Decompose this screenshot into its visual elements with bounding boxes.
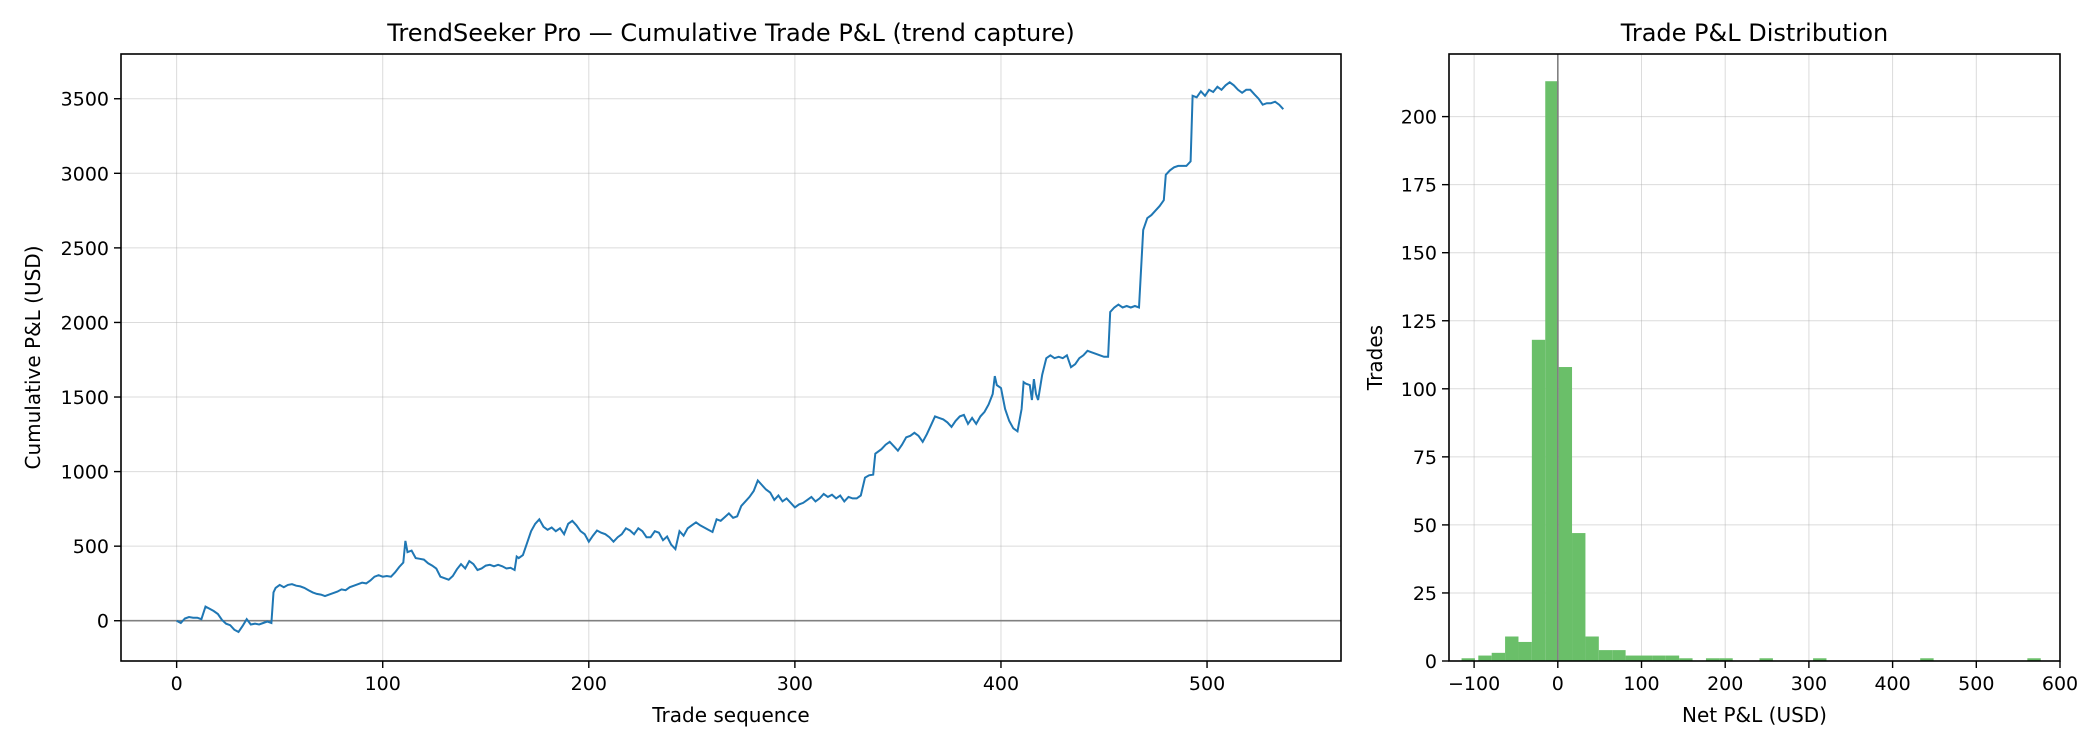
histogram-bar bbox=[1505, 636, 1519, 661]
pnl-distribution-y-tick-label: 150 bbox=[1401, 243, 1437, 265]
cumulative-pnl-series-line bbox=[176, 81, 1285, 634]
histogram-bar bbox=[1518, 641, 1532, 661]
histogram-bar bbox=[1638, 655, 1653, 661]
cumulative-pnl-y-tick-label: 1000 bbox=[61, 462, 109, 484]
cumulative-pnl-y-tick-label: 3000 bbox=[61, 163, 109, 185]
pnl-distribution-y-tick-label: 200 bbox=[1401, 107, 1437, 129]
cumulative-pnl-chart: 0 100 200 300 400 500 0 500 1000 1500 2000 2500 300… bbox=[21, 19, 1342, 727]
histogram-bar bbox=[1652, 655, 1666, 661]
histogram-bar bbox=[1585, 636, 1599, 661]
pnl-distribution-x-tick-label: 0 bbox=[1552, 673, 1564, 695]
pnl-distribution-y-ticks: 0 25 50 75 100 125 150 175 200 bbox=[1401, 107, 1449, 673]
pnl-distribution-x-tick-label: 300 bbox=[1791, 673, 1827, 695]
cumulative-pnl-y-tick-label: 2000 bbox=[61, 312, 109, 334]
cumulative-pnl-x-tick-label: 200 bbox=[571, 673, 607, 695]
cumulative-pnl-x-tick-label: 500 bbox=[1189, 673, 1225, 695]
cumulative-pnl-y-tick-label: 0 bbox=[97, 611, 109, 633]
pnl-distribution-title: Trade P&L Distribution bbox=[1620, 19, 1889, 47]
histogram-bar bbox=[2027, 658, 2041, 661]
histogram-bar bbox=[1625, 655, 1639, 661]
pnl-distribution-y-tick-label: 75 bbox=[1413, 447, 1437, 469]
pnl-distribution-x-tick-label: −100 bbox=[1448, 673, 1500, 695]
pnl-distribution-y-tick-label: 175 bbox=[1401, 175, 1437, 197]
histogram-bar bbox=[1813, 658, 1827, 661]
histogram-bar bbox=[1759, 658, 1773, 661]
histogram-bar bbox=[1478, 655, 1492, 661]
pnl-distribution-x-tick-label: 400 bbox=[1874, 673, 1910, 695]
histogram-bar bbox=[1461, 658, 1475, 661]
cumulative-pnl-axes-frame bbox=[120, 53, 1342, 662]
pnl-distribution-x-tick-label: 500 bbox=[1958, 673, 1994, 695]
pnl-distribution-x-tick-label: 100 bbox=[1623, 673, 1659, 695]
cumulative-pnl-x-tick-label: 300 bbox=[777, 673, 813, 695]
cumulative-pnl-y-tick-label: 500 bbox=[73, 536, 109, 558]
pnl-distribution-x-tick-label: 200 bbox=[1707, 673, 1743, 695]
histogram-bar bbox=[1545, 81, 1559, 662]
pnl-distribution-x-ticks: −100 0 100 200 300 400 500 600 bbox=[1448, 661, 2078, 695]
histogram-bar bbox=[1679, 658, 1693, 661]
pnl-distribution-bars bbox=[1461, 81, 2041, 662]
cumulative-pnl-x-tick-label: 400 bbox=[983, 673, 1019, 695]
cumulative-pnl-x-ticks: 0 100 200 300 400 500 bbox=[171, 661, 1225, 695]
pnl-distribution-y-tick-label: 125 bbox=[1401, 311, 1437, 333]
cumulative-pnl-y-tick-label: 2500 bbox=[61, 238, 109, 260]
histogram-bar bbox=[1719, 658, 1733, 661]
pnl-distribution-y-tick-label: 50 bbox=[1413, 515, 1437, 537]
pnl-distribution-x-tick-label: 600 bbox=[2042, 673, 2078, 695]
cumulative-pnl-x-tick-label: 0 bbox=[171, 673, 183, 695]
histogram-bar bbox=[1491, 652, 1506, 661]
cumulative-pnl-x-tick-label: 100 bbox=[365, 673, 401, 695]
histogram-bar bbox=[1612, 650, 1626, 661]
cumulative-pnl-y-label: Cumulative P&L (USD) bbox=[21, 245, 45, 469]
cumulative-pnl-y-tick-label: 3500 bbox=[61, 89, 109, 111]
histogram-bar bbox=[1558, 367, 1573, 661]
cumulative-pnl-y-tick-label: 1500 bbox=[61, 387, 109, 409]
cumulative-pnl-y-ticks: 0 500 1000 1500 2000 2500 3000 3500 bbox=[61, 89, 121, 633]
cumulative-pnl-title: TrendSeeker Pro — Cumulative Trade P&L (… bbox=[386, 19, 1074, 47]
histogram-bar bbox=[1705, 658, 1720, 661]
cumulative-pnl-grid bbox=[121, 54, 1341, 661]
pnl-distribution-axes-frame bbox=[1448, 53, 2061, 662]
histogram-bar bbox=[1531, 339, 1546, 661]
pnl-distribution-y-tick-label: 25 bbox=[1413, 583, 1437, 605]
pnl-distribution-y-tick-label: 0 bbox=[1425, 651, 1437, 673]
pnl-distribution-x-label: Net P&L (USD) bbox=[1682, 703, 1827, 727]
histogram-bar bbox=[1920, 658, 1934, 661]
pnl-distribution-chart: −100 0 100 200 300 400 500 600 0 25 50 75 100 125 150… bbox=[1363, 19, 2078, 727]
pnl-distribution-y-label: Trades bbox=[1363, 325, 1387, 391]
histogram-bar bbox=[1665, 655, 1680, 661]
cumulative-pnl-x-label: Trade sequence bbox=[651, 703, 810, 727]
pnl-distribution-y-tick-label: 100 bbox=[1401, 379, 1437, 401]
histogram-bar bbox=[1572, 533, 1586, 661]
histogram-bar bbox=[1598, 650, 1613, 661]
